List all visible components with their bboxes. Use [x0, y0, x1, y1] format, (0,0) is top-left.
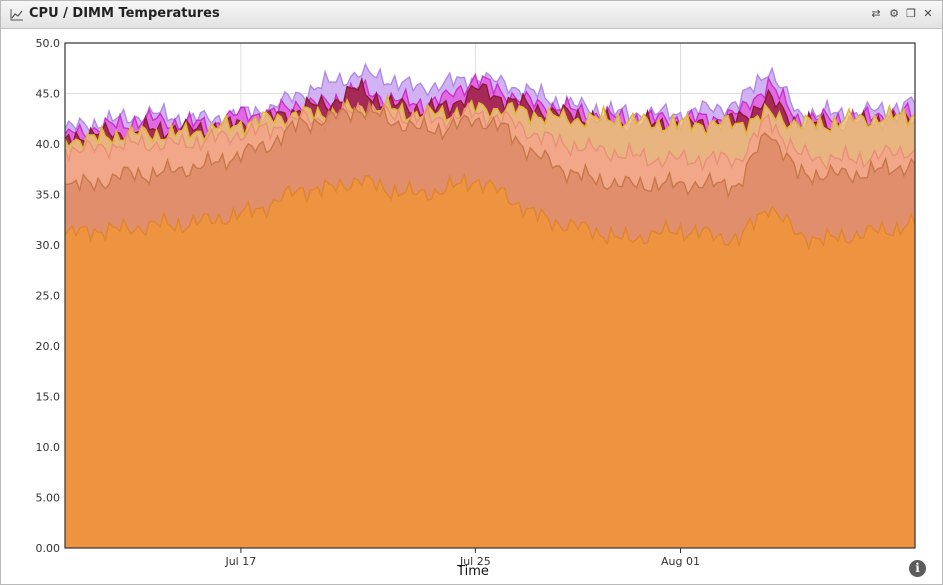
y-tick-label: 5.00 — [36, 492, 61, 505]
y-tick-label: 20.0 — [36, 340, 61, 353]
y-tick-label: 0.00 — [36, 542, 61, 555]
series-area — [65, 175, 915, 548]
temperature-area-chart: 0.00 5.00 10.0 15.0 20.0 25.0 30.0 35.0 40.0 45.0… — [36, 37, 916, 579]
y-tick-label: 25.0 — [36, 290, 61, 303]
y-tick-label: 10.0 — [36, 441, 61, 454]
series-line — [64, 62, 916, 136]
refresh-icon[interactable]: ⇄ — [871, 7, 881, 20]
y-tick-label: 30.0 — [36, 239, 61, 252]
plot-frame — [64, 42, 916, 549]
x-tick-label: Jul 17 — [224, 555, 256, 568]
x-tick-label: Jul 25 — [459, 555, 491, 568]
info-icon[interactable]: i — [909, 560, 926, 577]
series-line — [64, 172, 916, 252]
series-line — [64, 99, 916, 173]
close-icon[interactable]: ✕ — [923, 7, 933, 20]
panel-title: CPU / DIMM Temperatures — [29, 6, 220, 21]
axes: 0.00 5.00 10.0 15.0 20.0 25.0 30.0 35.0 40.0 45.0… — [36, 37, 701, 579]
series-line — [64, 72, 916, 141]
title-bar: CPU / DIMM Temperatures ⇄ ⚙ ❐ ✕ — [1, 1, 942, 29]
y-tick-label: 50.0 — [36, 37, 61, 50]
y-tick-label: 15.0 — [36, 391, 61, 404]
x-tick-label: Aug 01 — [661, 555, 700, 568]
y-tick-label: 35.0 — [36, 189, 61, 202]
series-areas — [64, 62, 916, 549]
line-chart-icon — [10, 9, 23, 21]
y-tick-label: 45.0 — [36, 88, 61, 101]
gear-icon[interactable]: ⚙ — [889, 7, 899, 20]
x-axis-label: Time — [456, 564, 489, 579]
y-tick-label: 40.0 — [36, 138, 61, 151]
restore-icon[interactable]: ❐ — [906, 7, 916, 20]
series-line — [64, 100, 916, 199]
